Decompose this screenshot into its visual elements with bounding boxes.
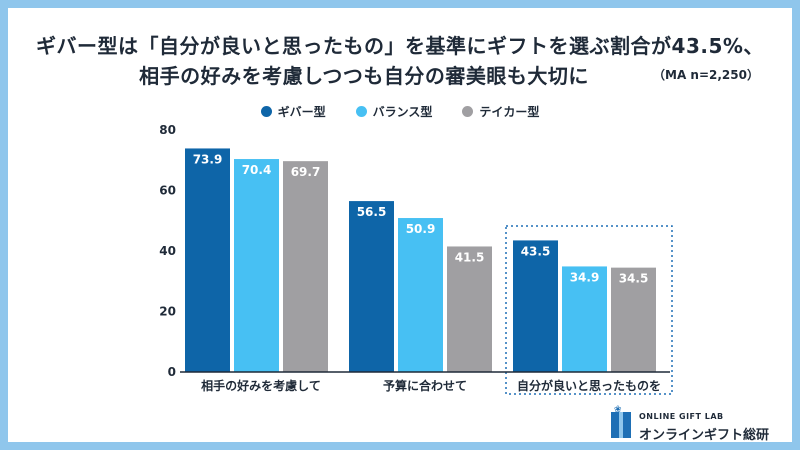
legend-item-taker: テイカー型 <box>462 103 539 120</box>
y-tick-label-3: 60 <box>159 184 176 198</box>
logo-text-en: ONLINE GIFT LAB <box>639 412 724 421</box>
chart-legend: ギバー型 バランス型 テイカー型 <box>8 103 792 120</box>
bar-value-label-2-0: 43.5 <box>521 244 551 258</box>
bar-value-label-0-2: 69.7 <box>291 165 321 179</box>
legend-label-taker: テイカー型 <box>479 105 540 119</box>
gift-bow-icon: ❀ <box>614 405 622 415</box>
category-label-0: 相手の好みを考慮して <box>201 378 321 393</box>
brand-logo: ❀ ONLINE GIFT LAB オンラインギフト総研 <box>611 405 781 446</box>
bar-1-1 <box>398 218 443 372</box>
bar-2-1 <box>562 266 607 372</box>
chart-title-line1: ギバー型は「自分が良いと思ったもの」を基準にギフトを選ぶ割合が43.5%、 <box>36 34 764 58</box>
bar-1-2 <box>447 246 492 372</box>
category-label-2: 自分が良いと思ったものを <box>517 378 661 393</box>
legend-item-balance: バランス型 <box>355 103 433 120</box>
y-tick-label-4: 80 <box>159 123 176 137</box>
chart-title-line2: 相手の好みを考慮しつつも自分の審美眼も大切に <box>139 64 589 88</box>
bar-value-label-1-2: 41.5 <box>455 250 485 264</box>
sample-size-note: （MA n=2,250） <box>653 68 759 82</box>
bar-0-2 <box>283 161 328 372</box>
bar-value-label-0-0: 73.9 <box>193 152 223 166</box>
legend-item-giver: ギバー型 <box>260 103 326 120</box>
legend-label-balance: バランス型 <box>372 105 433 119</box>
y-tick-label-0: 0 <box>168 365 176 379</box>
bar-0-1 <box>234 159 279 372</box>
legend-swatch-giver <box>260 106 272 117</box>
bar-2-2 <box>611 267 656 372</box>
bar-0-0 <box>185 148 230 372</box>
legend-swatch-taker <box>462 106 474 117</box>
y-tick-label-2: 40 <box>159 244 176 258</box>
category-label-1: 予算に合わせて <box>383 378 467 393</box>
y-tick-label-1: 20 <box>159 305 176 319</box>
highlight-frame <box>505 225 673 395</box>
bar-value-label-0-1: 70.4 <box>242 163 272 177</box>
bar-value-label-2-2: 34.5 <box>619 272 649 286</box>
bar-value-label-1-0: 56.5 <box>357 205 387 219</box>
bar-value-label-2-1: 34.9 <box>570 270 600 284</box>
bar-value-label-1-1: 50.9 <box>406 222 436 236</box>
legend-label-giver: ギバー型 <box>277 105 326 119</box>
bar-1-0 <box>349 201 394 372</box>
logo-text-ja: オンラインギフト総研 <box>639 428 770 443</box>
bar-2-0 <box>513 240 558 372</box>
legend-swatch-balance <box>355 106 367 117</box>
gift-ribbon-icon <box>619 412 623 438</box>
